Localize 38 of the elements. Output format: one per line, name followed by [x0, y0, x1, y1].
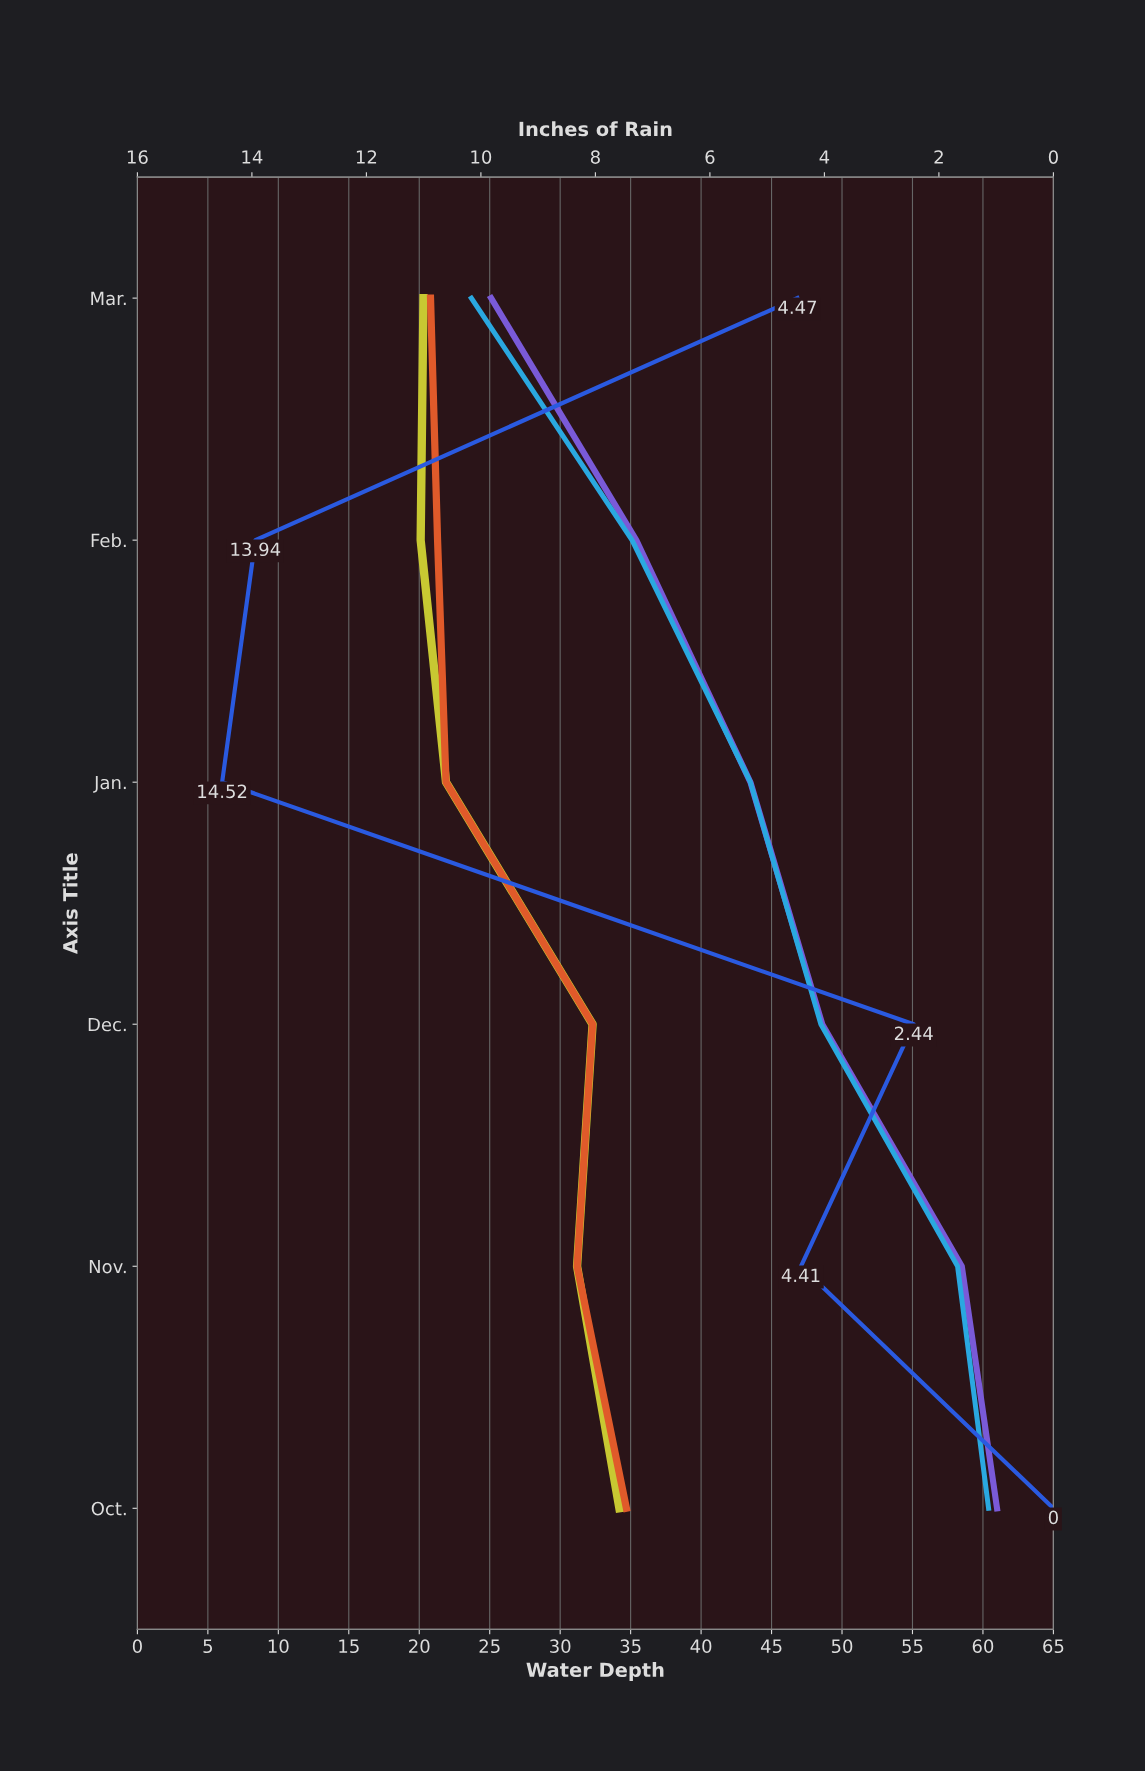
x-tick-label: 40	[690, 1639, 712, 1654]
x2-tick-label: 14	[242, 150, 263, 164]
y-tick-label: Nov.	[89, 1259, 126, 1274]
x-tick-label: 25	[479, 1639, 500, 1654]
x2-tick-label: 8	[590, 150, 600, 164]
data-label: 13.94	[231, 542, 281, 557]
x-tick-label: 10	[268, 1639, 289, 1654]
data-label: 4.41	[781, 1268, 820, 1282]
x2-tick-label: 16	[127, 150, 148, 164]
x-axis-title: Water Depth	[526, 1662, 664, 1681]
x2-tick-label: 10	[471, 150, 492, 164]
y-tick-label: Mar.	[91, 291, 126, 306]
x-tick-label: 35	[620, 1639, 641, 1654]
x2-axis-title: Inches of Rain	[519, 121, 672, 137]
x-tick-label: 15	[339, 1639, 359, 1654]
x-tick-label: 55	[902, 1639, 923, 1654]
data-label: 0	[1048, 1510, 1058, 1525]
x-tick-label: 20	[409, 1639, 430, 1654]
data-label: 2.44	[894, 1026, 933, 1040]
x-tick-label: 65	[1043, 1639, 1064, 1654]
x-tick-label: 0	[132, 1639, 142, 1654]
y-tick-label: Oct.	[91, 1501, 126, 1516]
x2-tick-label: 12	[356, 150, 377, 164]
x2-tick-label: 6	[705, 150, 715, 164]
x2-tick-label: 2	[934, 150, 943, 164]
x-tick-label: 50	[831, 1639, 853, 1654]
x2-tick-label: 4	[819, 150, 830, 164]
data-label: 14.52	[198, 784, 247, 799]
x-tick-label: 5	[203, 1639, 213, 1654]
x2-tick-label: 0	[1048, 150, 1058, 164]
y-tick-label: Jan.	[93, 775, 126, 793]
y-tick-label: Dec.	[88, 1017, 126, 1032]
x-tick-label: 60	[972, 1639, 994, 1654]
y-axis-title: Axis Title	[62, 853, 78, 954]
x-tick-label: 30	[550, 1639, 571, 1654]
x-tick-label: 45	[760, 1639, 782, 1654]
y-tick-label: Feb.	[91, 533, 126, 548]
data-label: 4.47	[778, 300, 817, 314]
